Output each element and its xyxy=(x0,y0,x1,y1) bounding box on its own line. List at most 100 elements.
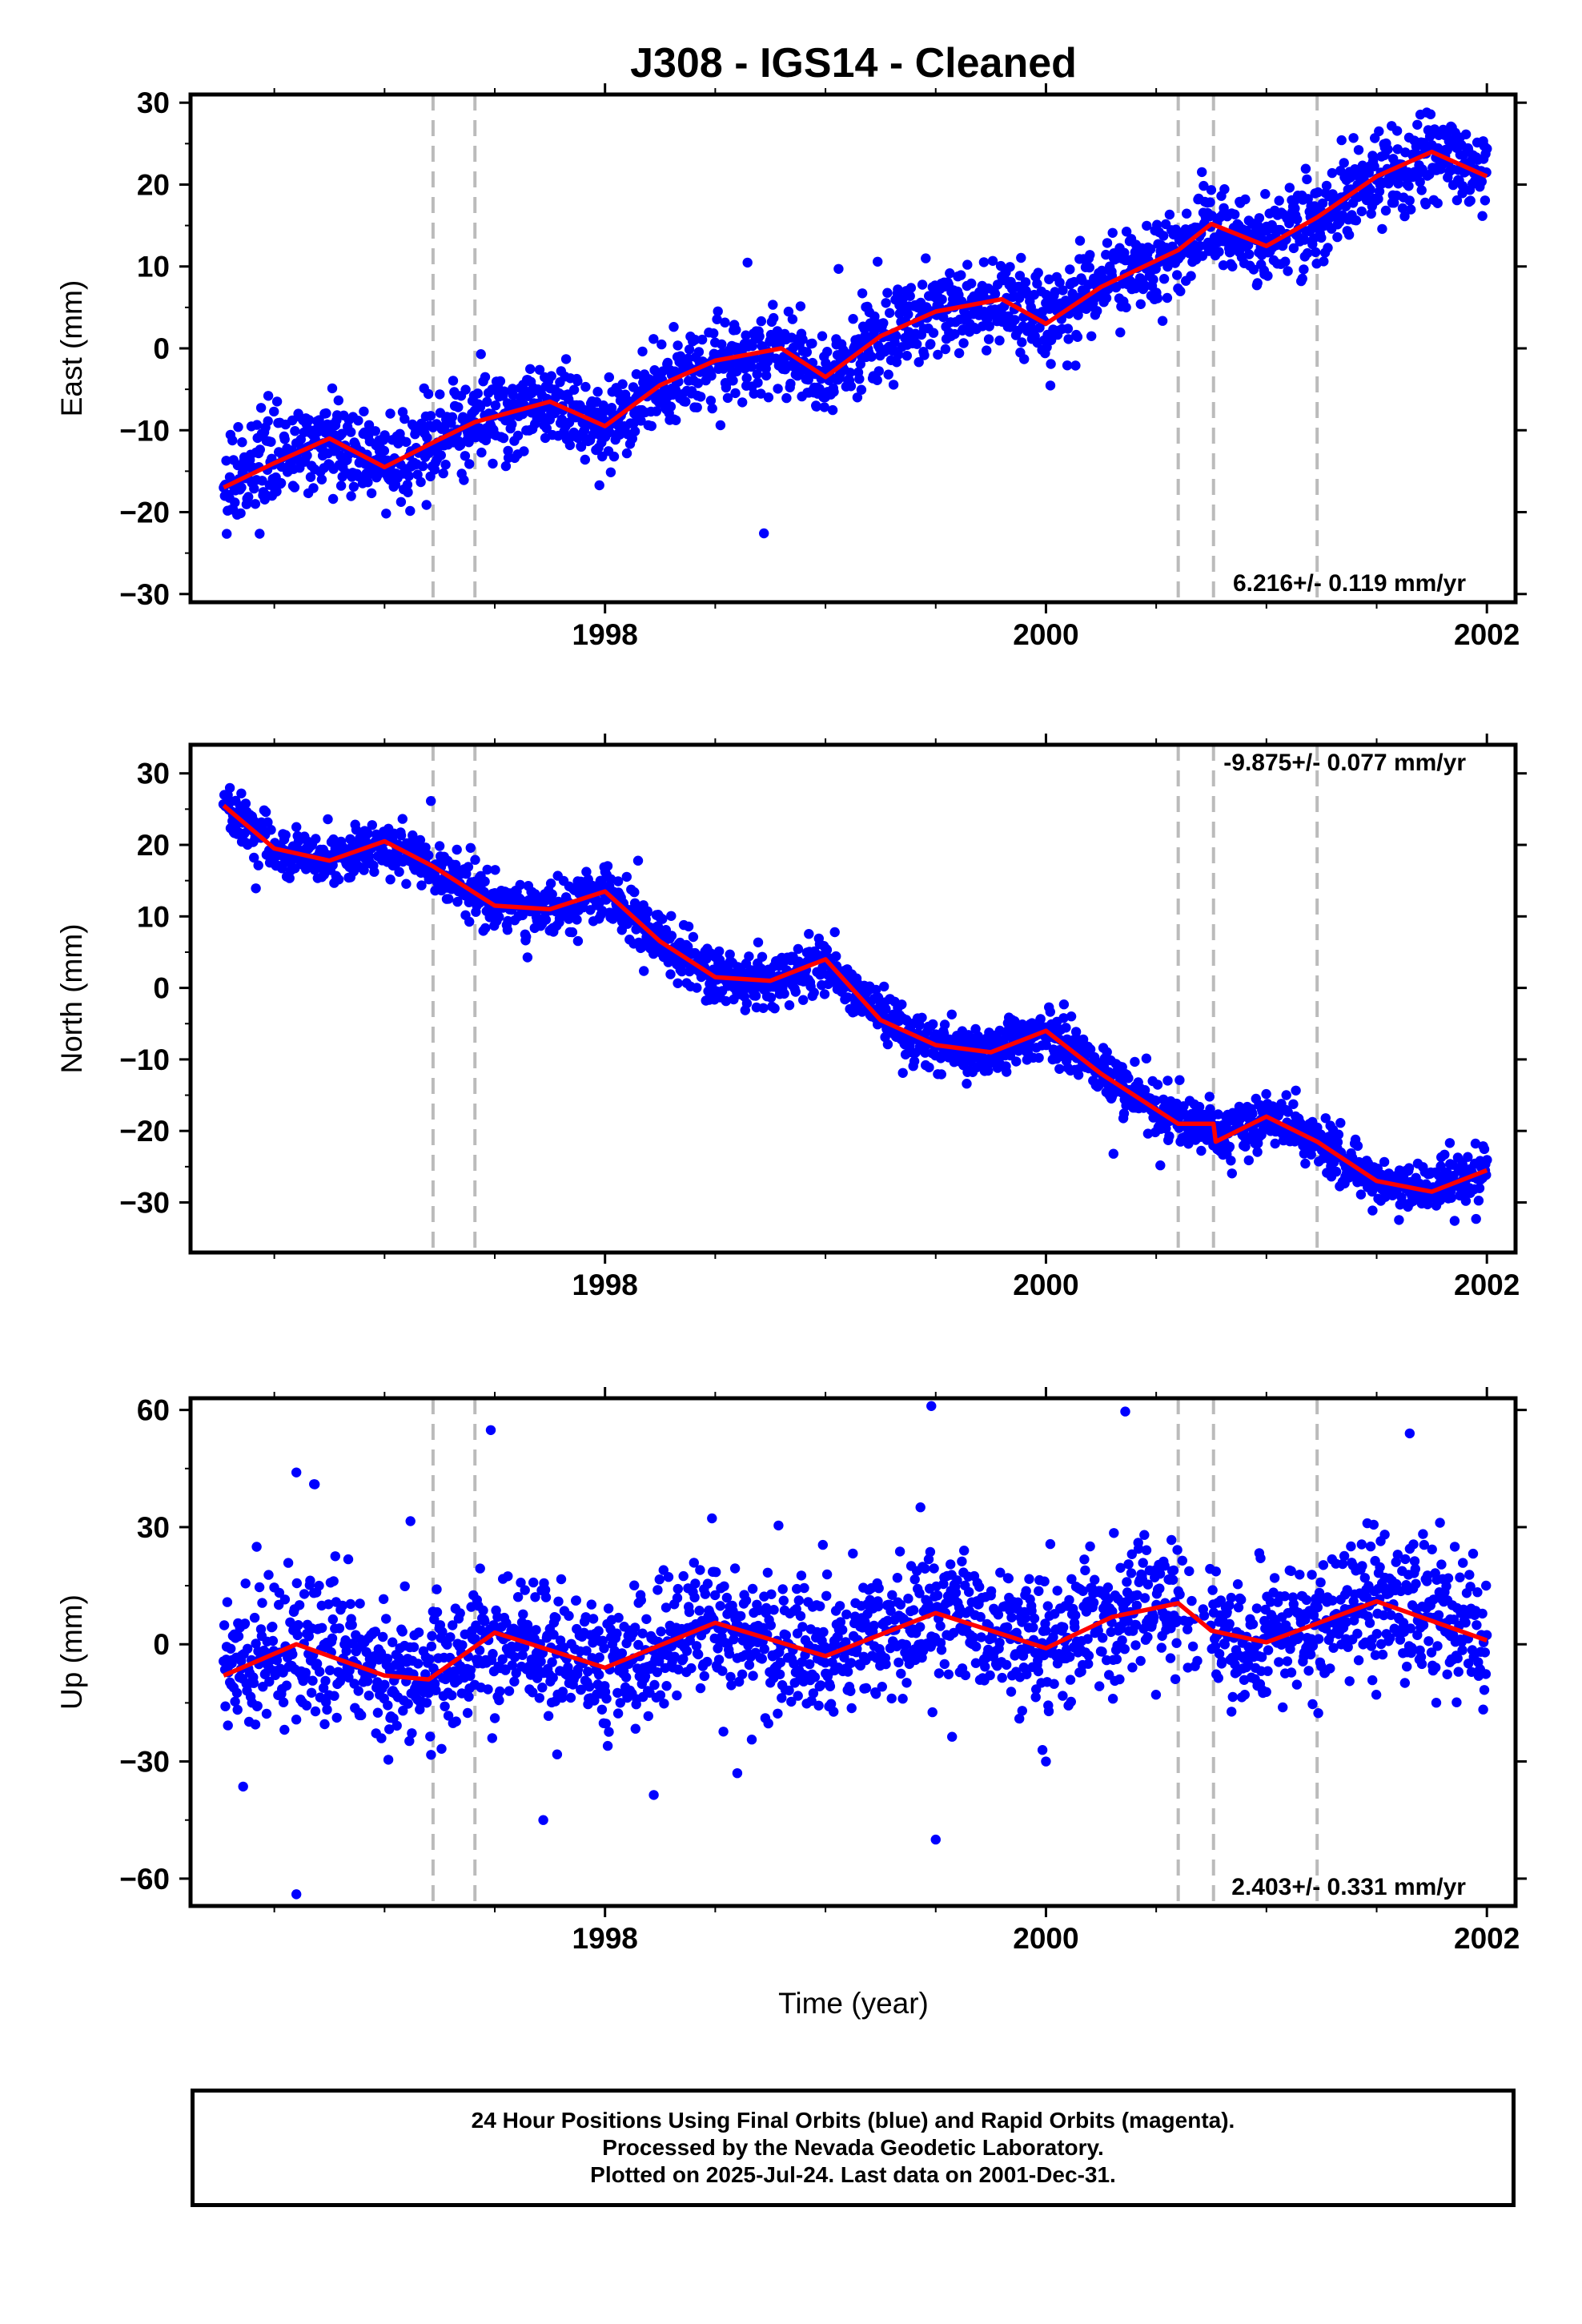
data-point xyxy=(707,1513,717,1524)
data-point xyxy=(1297,273,1307,284)
model-line xyxy=(222,803,1488,1194)
data-point xyxy=(1058,285,1068,296)
data-point xyxy=(1252,278,1263,288)
data-point xyxy=(447,1690,457,1701)
data-point xyxy=(507,1660,517,1671)
data-point xyxy=(243,1643,253,1654)
data-point xyxy=(260,806,271,818)
data-point xyxy=(220,1701,231,1711)
data-point xyxy=(383,1700,393,1711)
data-point xyxy=(990,288,1001,300)
data-point xyxy=(580,454,590,465)
data-point xyxy=(316,474,327,485)
data-point xyxy=(416,880,427,891)
data-point xyxy=(1063,334,1074,344)
data-point xyxy=(657,366,669,376)
data-point xyxy=(769,1003,780,1014)
data-point xyxy=(363,1691,374,1701)
data-point xyxy=(303,415,315,425)
data-point xyxy=(427,1630,437,1641)
data-point xyxy=(924,1062,934,1073)
data-point xyxy=(503,1571,513,1582)
data-point xyxy=(540,1592,552,1602)
data-point xyxy=(249,1612,260,1623)
data-point xyxy=(616,1648,628,1659)
data-point xyxy=(994,336,1005,346)
data-point xyxy=(488,1649,498,1659)
data-point xyxy=(1074,235,1086,246)
data-point xyxy=(1377,223,1387,235)
data-point xyxy=(817,331,828,341)
data-point xyxy=(768,300,778,310)
data-point xyxy=(950,328,960,340)
data-point xyxy=(897,1068,908,1079)
data-point xyxy=(1034,1052,1044,1063)
data-point xyxy=(536,1656,546,1667)
data-point xyxy=(1194,1101,1205,1112)
data-point xyxy=(1248,264,1259,275)
data-point xyxy=(240,798,251,809)
data-point xyxy=(271,486,282,497)
data-point xyxy=(854,374,865,384)
data-point xyxy=(879,981,889,992)
data-point xyxy=(534,364,545,375)
data-point xyxy=(452,844,462,855)
data-point xyxy=(572,376,583,387)
data-point xyxy=(1182,208,1192,219)
data-point xyxy=(705,396,717,406)
data-point xyxy=(973,1031,984,1042)
data-point xyxy=(984,321,994,332)
data-point xyxy=(263,416,273,427)
data-point xyxy=(355,1598,365,1609)
data-point xyxy=(1073,310,1083,320)
data-point xyxy=(353,1686,363,1696)
data-point xyxy=(1281,1090,1291,1100)
data-point xyxy=(396,830,407,841)
data-point xyxy=(255,529,265,539)
data-point xyxy=(718,1727,729,1737)
data-point xyxy=(978,257,990,267)
data-point xyxy=(1415,177,1425,187)
data-point xyxy=(255,403,267,413)
data-point xyxy=(696,392,706,402)
data-point xyxy=(279,1724,290,1735)
data-point xyxy=(263,817,273,827)
data-point xyxy=(267,1622,278,1632)
data-point xyxy=(293,1620,303,1630)
data-point xyxy=(547,889,557,900)
data-point xyxy=(498,432,509,444)
data-point xyxy=(335,480,347,491)
data-point xyxy=(515,879,525,891)
data-point xyxy=(294,1600,305,1610)
y-tick-label: −20 xyxy=(119,497,170,529)
data-point xyxy=(1121,302,1131,313)
data-point xyxy=(1033,267,1043,278)
y-tick-label: −20 xyxy=(119,1115,170,1148)
data-point xyxy=(821,944,833,955)
data-point xyxy=(1243,239,1254,251)
data-point xyxy=(652,921,663,931)
data-point xyxy=(552,1749,563,1759)
data-point xyxy=(500,460,512,472)
data-point xyxy=(1404,195,1415,206)
data-point xyxy=(451,1716,461,1727)
data-point xyxy=(1300,1158,1311,1169)
data-point xyxy=(1207,211,1218,221)
data-point xyxy=(809,987,819,998)
data-point xyxy=(933,349,943,360)
data-point xyxy=(608,451,620,462)
data-point xyxy=(231,1687,243,1699)
data-point xyxy=(1123,1073,1134,1084)
data-point xyxy=(311,1659,323,1669)
data-point xyxy=(962,259,973,270)
data-point xyxy=(460,451,471,461)
data-point xyxy=(790,987,801,997)
data-point xyxy=(747,1583,758,1594)
data-point xyxy=(541,423,552,434)
data-point xyxy=(1476,176,1488,187)
data-point xyxy=(490,865,500,875)
data-point xyxy=(662,357,673,368)
data-point xyxy=(233,422,243,432)
data-point xyxy=(230,1696,240,1707)
data-point xyxy=(730,388,741,399)
